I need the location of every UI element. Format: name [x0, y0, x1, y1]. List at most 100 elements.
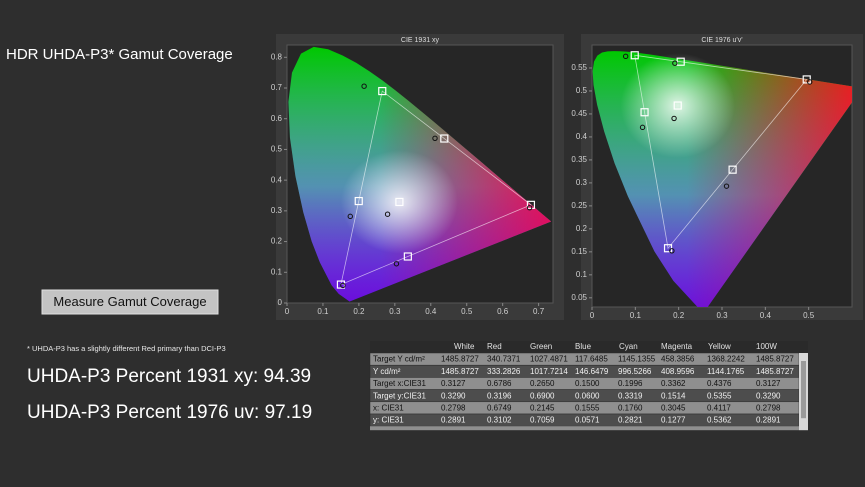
row-label: y: CIE31	[373, 416, 404, 425]
target-marker	[526, 200, 536, 209]
measured-marker	[807, 79, 813, 85]
row-label: Target y:CIE31	[373, 391, 426, 400]
target-marker	[403, 252, 412, 261]
target-marker	[354, 196, 363, 206]
measured-marker	[671, 115, 677, 122]
column-header: White	[454, 342, 475, 351]
plot-title: CIE 1976 u'v'	[701, 37, 742, 44]
column-header: 100W	[756, 342, 777, 351]
button-face[interactable]	[41, 289, 219, 315]
table-cell: 0.3127	[441, 379, 466, 388]
y-tick-label: 0.1	[271, 267, 283, 276]
measured-marker	[340, 282, 346, 289]
table-cell: 0.2798	[441, 404, 466, 413]
x-tick-label: 0.1	[317, 307, 329, 316]
gamut-body	[592, 51, 852, 307]
target-marker	[440, 134, 449, 143]
measured-marker	[639, 124, 646, 131]
white-glow	[620, 53, 735, 158]
table-cell: 0.0571	[575, 416, 600, 425]
table-cell: 0.3319	[618, 391, 643, 400]
measured-marker	[347, 213, 353, 220]
table-cell: 0.3102	[487, 416, 512, 425]
table-cell: 0.6749	[487, 404, 512, 413]
y-tick-label: 0.35	[571, 155, 587, 164]
table-cell: 0.4117	[707, 404, 731, 413]
y-tick-label: 0.2	[271, 237, 283, 246]
table-cell: 340.7371	[487, 355, 521, 364]
table-cell: 0.2650	[530, 379, 555, 388]
target-marker	[640, 108, 649, 117]
cie-plot: CIE 1976 u'v' 0 0.1 0.2 0.3 0.4 0.5 0.05 0.1 0.15…	[571, 34, 863, 320]
y-tick-label: 0	[278, 298, 283, 307]
x-tick-label: 0.3	[389, 307, 401, 316]
cie-plot: CIE 1931 xy 0 0.1 0.2 0.3 0.4 0.5 0.6 0.7 0 0.1 0.2…	[271, 34, 564, 320]
table-cell: 408.9596	[661, 367, 695, 376]
measured-marker	[384, 211, 391, 217]
measure-button[interactable]: Measure Gamut Coverage	[41, 289, 219, 315]
table-header-bg	[370, 341, 808, 353]
table-cell: 1485.8727	[756, 355, 794, 364]
y-tick-label: 0.4	[271, 175, 283, 184]
target-marker	[378, 86, 387, 96]
table-cell: 1144.1765	[707, 367, 745, 376]
table-cell: 1017.7214	[530, 367, 568, 376]
table-cell: 0.2798	[756, 404, 781, 413]
y-tick-label: 0.7	[271, 83, 283, 92]
measured-marker	[723, 183, 730, 189]
table-cell: 333.2826	[487, 367, 521, 376]
table-cell: 0.6900	[530, 391, 555, 400]
row-label: Target Y cd/m²	[373, 355, 425, 364]
table-cell: 0.1760	[618, 404, 643, 413]
column-header: Yellow	[708, 342, 731, 351]
footnote: * UHDA-P3 has a slightly different Red p…	[27, 344, 226, 353]
x-tick-label: 0.4	[760, 311, 772, 320]
table-cell: 458.3856	[661, 355, 695, 364]
target-marker	[395, 197, 404, 207]
table-cell: 146.6479	[575, 367, 609, 376]
button-label[interactable]: Measure Gamut Coverage	[53, 294, 206, 309]
row-label: Y cd/m²	[373, 367, 401, 376]
y-tick-label: 0.2	[576, 224, 588, 233]
x-tick-label: 0.5	[461, 307, 473, 316]
y-tick-label: 0.3	[271, 206, 283, 215]
table-cell: 0.5362	[707, 416, 732, 425]
table-cell: 1368.2242	[707, 355, 745, 364]
table-cell: 1485.8727	[756, 367, 794, 376]
column-header: Magenta	[661, 342, 693, 351]
result-1931: UHDA-P3 Percent 1931 xy: 94.39	[27, 366, 311, 387]
y-tick-label: 0.8	[271, 52, 283, 61]
y-tick-label: 0.3	[576, 178, 588, 187]
measured-marker	[672, 60, 678, 66]
table-cell: 1027.4871	[530, 355, 568, 364]
data-table: White Red Green Blue Cyan Magenta Yellow 100W Ta…	[369, 341, 808, 431]
x-tick-label: 0.1	[630, 311, 642, 320]
table-cell: 0.3362	[661, 379, 686, 388]
target-marker	[336, 280, 346, 289]
table-cell: 117.6485	[575, 355, 608, 364]
target-marker	[728, 165, 737, 174]
y-tick-label: 0.45	[571, 109, 587, 118]
column-header: Cyan	[619, 342, 638, 351]
scrollbar-thumb	[801, 361, 806, 419]
measured-marker	[361, 83, 367, 89]
target-marker	[673, 101, 682, 110]
column-header: Green	[530, 342, 552, 351]
table-cell: 1145.1355	[618, 355, 656, 364]
column-header: Red	[487, 342, 502, 351]
target-marker	[676, 57, 685, 66]
table-row-bg	[370, 426, 799, 431]
gamut-body	[288, 46, 552, 302]
measured-marker	[622, 53, 629, 60]
column-header: Blue	[575, 342, 592, 351]
table-cell: 0.4376	[707, 379, 732, 388]
table-cell: 0.3045	[661, 404, 686, 413]
target-marker	[630, 51, 639, 60]
row-label: x: CIE31	[373, 404, 404, 413]
x-tick-label: 0	[590, 311, 595, 320]
table-cell: 0.3127	[756, 379, 781, 388]
white-glow	[340, 150, 458, 254]
table-cell: 0.7059	[530, 416, 555, 425]
x-tick-label: 0	[285, 307, 290, 316]
